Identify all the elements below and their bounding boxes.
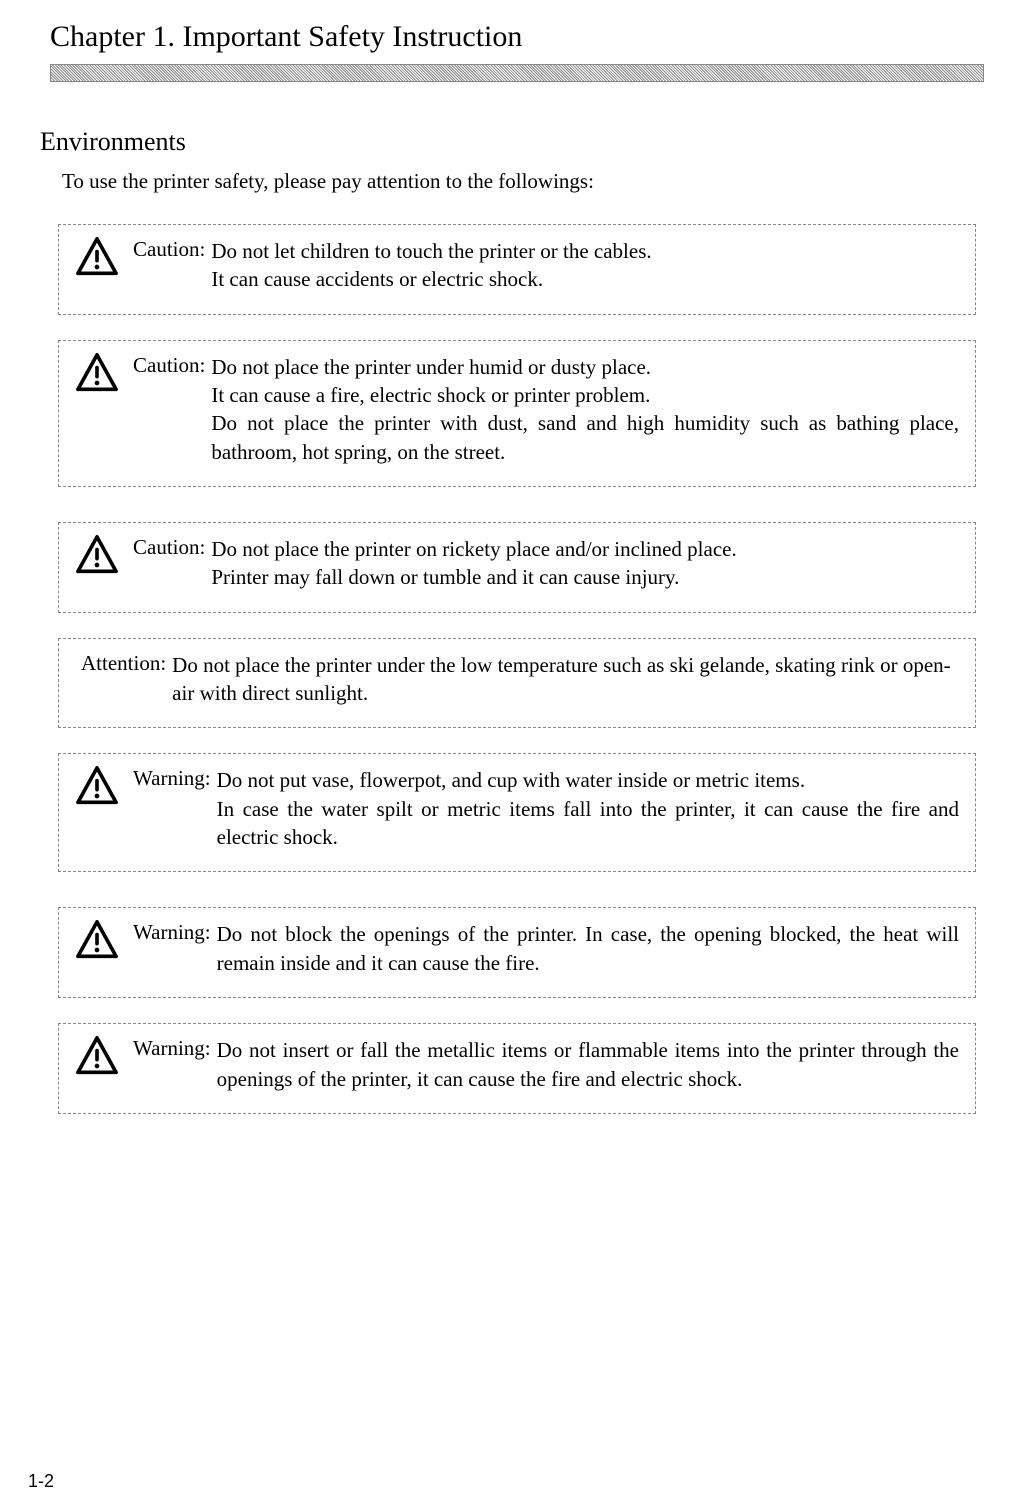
safety-box-text: Do not let children to touch the printer… xyxy=(211,237,959,294)
safety-box-label: Warning: xyxy=(133,920,211,945)
safety-box-content: Caution:Do not let children to touch the… xyxy=(133,237,959,294)
chapter-title: Chapter 1. Important Safety Instruction xyxy=(50,20,984,54)
safety-box-text: Do not place the printer on rickety plac… xyxy=(211,535,959,592)
intro-text: To use the printer safety, please pay at… xyxy=(62,169,984,194)
safety-box: Attention:Do not place the printer under… xyxy=(58,638,976,729)
safety-box-label: Caution: xyxy=(133,237,205,262)
warning-triangle-icon xyxy=(75,237,119,277)
safety-box: Caution:Do not place the printer on rick… xyxy=(58,522,976,613)
safety-box-content: Warning:Do not put vase, flowerpot, and … xyxy=(133,766,959,851)
section-heading: Environments xyxy=(40,127,984,157)
safety-box: Warning:Do not insert or fall the metall… xyxy=(58,1023,976,1114)
safety-box-label: Warning: xyxy=(133,766,211,791)
safety-boxes-container: Caution:Do not let children to touch the… xyxy=(50,224,984,1114)
warning-triangle-icon xyxy=(75,353,119,393)
warning-triangle-icon xyxy=(75,920,119,960)
safety-box-label: Caution: xyxy=(133,353,205,378)
safety-box: Warning:Do not put vase, flowerpot, and … xyxy=(58,753,976,872)
warning-triangle-icon xyxy=(75,535,119,575)
safety-box-content: Warning:Do not insert or fall the metall… xyxy=(133,1036,959,1093)
safety-box-text: Do not place the printer under the low t… xyxy=(172,651,959,708)
divider-bar xyxy=(50,64,984,82)
safety-box-content: Attention:Do not place the printer under… xyxy=(81,651,959,708)
safety-box: Warning:Do not block the openings of the… xyxy=(58,907,976,998)
warning-triangle-icon xyxy=(75,766,119,806)
safety-box-label: Attention: xyxy=(81,651,166,676)
safety-box-text: Do not insert or fall the metallic items… xyxy=(217,1036,959,1093)
safety-box-label: Caution: xyxy=(133,535,205,560)
safety-box-content: Caution:Do not place the printer under h… xyxy=(133,353,959,466)
warning-triangle-icon xyxy=(75,1036,119,1076)
page-number: 1-2 xyxy=(28,1471,54,1492)
safety-box-label: Warning: xyxy=(133,1036,211,1061)
safety-box: Caution:Do not place the printer under h… xyxy=(58,340,976,487)
safety-box-text: Do not put vase, flowerpot, and cup with… xyxy=(217,766,959,851)
safety-box-content: Warning:Do not block the openings of the… xyxy=(133,920,959,977)
safety-box-content: Caution:Do not place the printer on rick… xyxy=(133,535,959,592)
safety-box-text: Do not place the printer under humid or … xyxy=(211,353,959,466)
safety-box-text: Do not block the openings of the printer… xyxy=(217,920,959,977)
safety-box: Caution:Do not let children to touch the… xyxy=(58,224,976,315)
